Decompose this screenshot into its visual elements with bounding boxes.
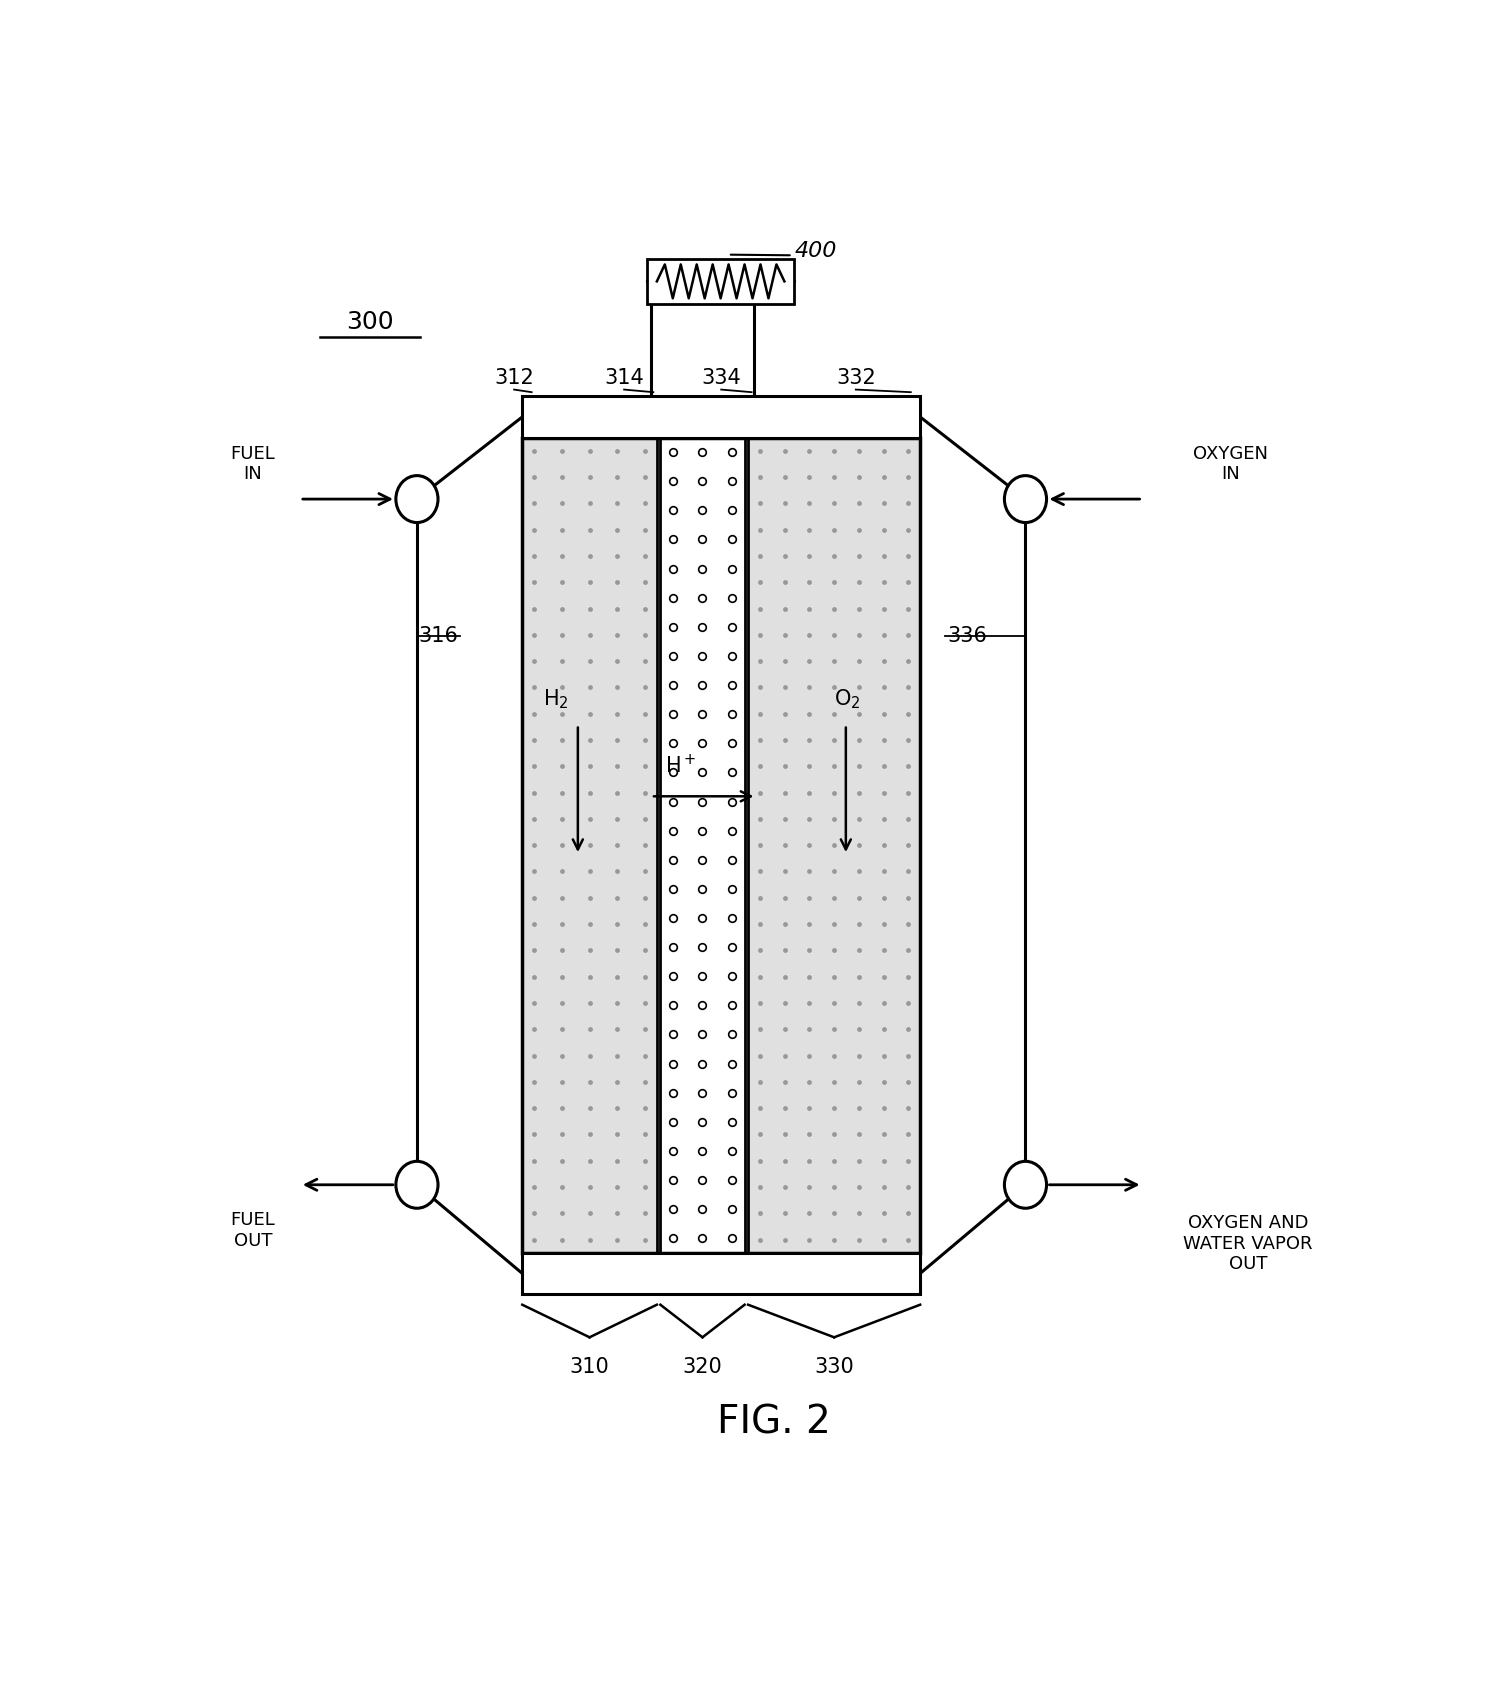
Circle shape [1004,1161,1046,1209]
Text: 310: 310 [569,1356,610,1376]
Text: OXYGEN AND
WATER VAPOR
OUT: OXYGEN AND WATER VAPOR OUT [1182,1214,1312,1273]
Text: 330: 330 [814,1356,855,1376]
Text: FIG. 2: FIG. 2 [717,1403,831,1441]
Text: 312: 312 [494,369,535,388]
Text: OXYGEN
IN: OXYGEN IN [1193,445,1268,484]
Text: H$^+$: H$^+$ [664,753,696,777]
Text: 320: 320 [683,1356,722,1376]
Text: 336: 336 [947,626,988,647]
Bar [747,438,920,1253]
Text: 400: 400 [794,242,838,261]
Text: 316: 316 [418,626,458,647]
Bar [522,1253,920,1293]
Circle shape [1004,476,1046,523]
Bar [648,259,794,305]
Text: 314: 314 [604,369,643,388]
Bar [522,438,920,1253]
Text: FUEL
IN: FUEL IN [231,445,275,484]
Text: 334: 334 [701,369,741,388]
Circle shape [396,1161,438,1209]
Text: FUEL
OUT: FUEL OUT [231,1210,275,1249]
Circle shape [396,476,438,523]
Bar [660,438,744,1253]
Text: 332: 332 [837,369,876,388]
Text: 300: 300 [346,310,394,334]
Bar [522,396,920,438]
Text: O$_2$: O$_2$ [834,687,861,711]
Bar [522,438,657,1253]
Text: H$_2$: H$_2$ [542,687,569,711]
